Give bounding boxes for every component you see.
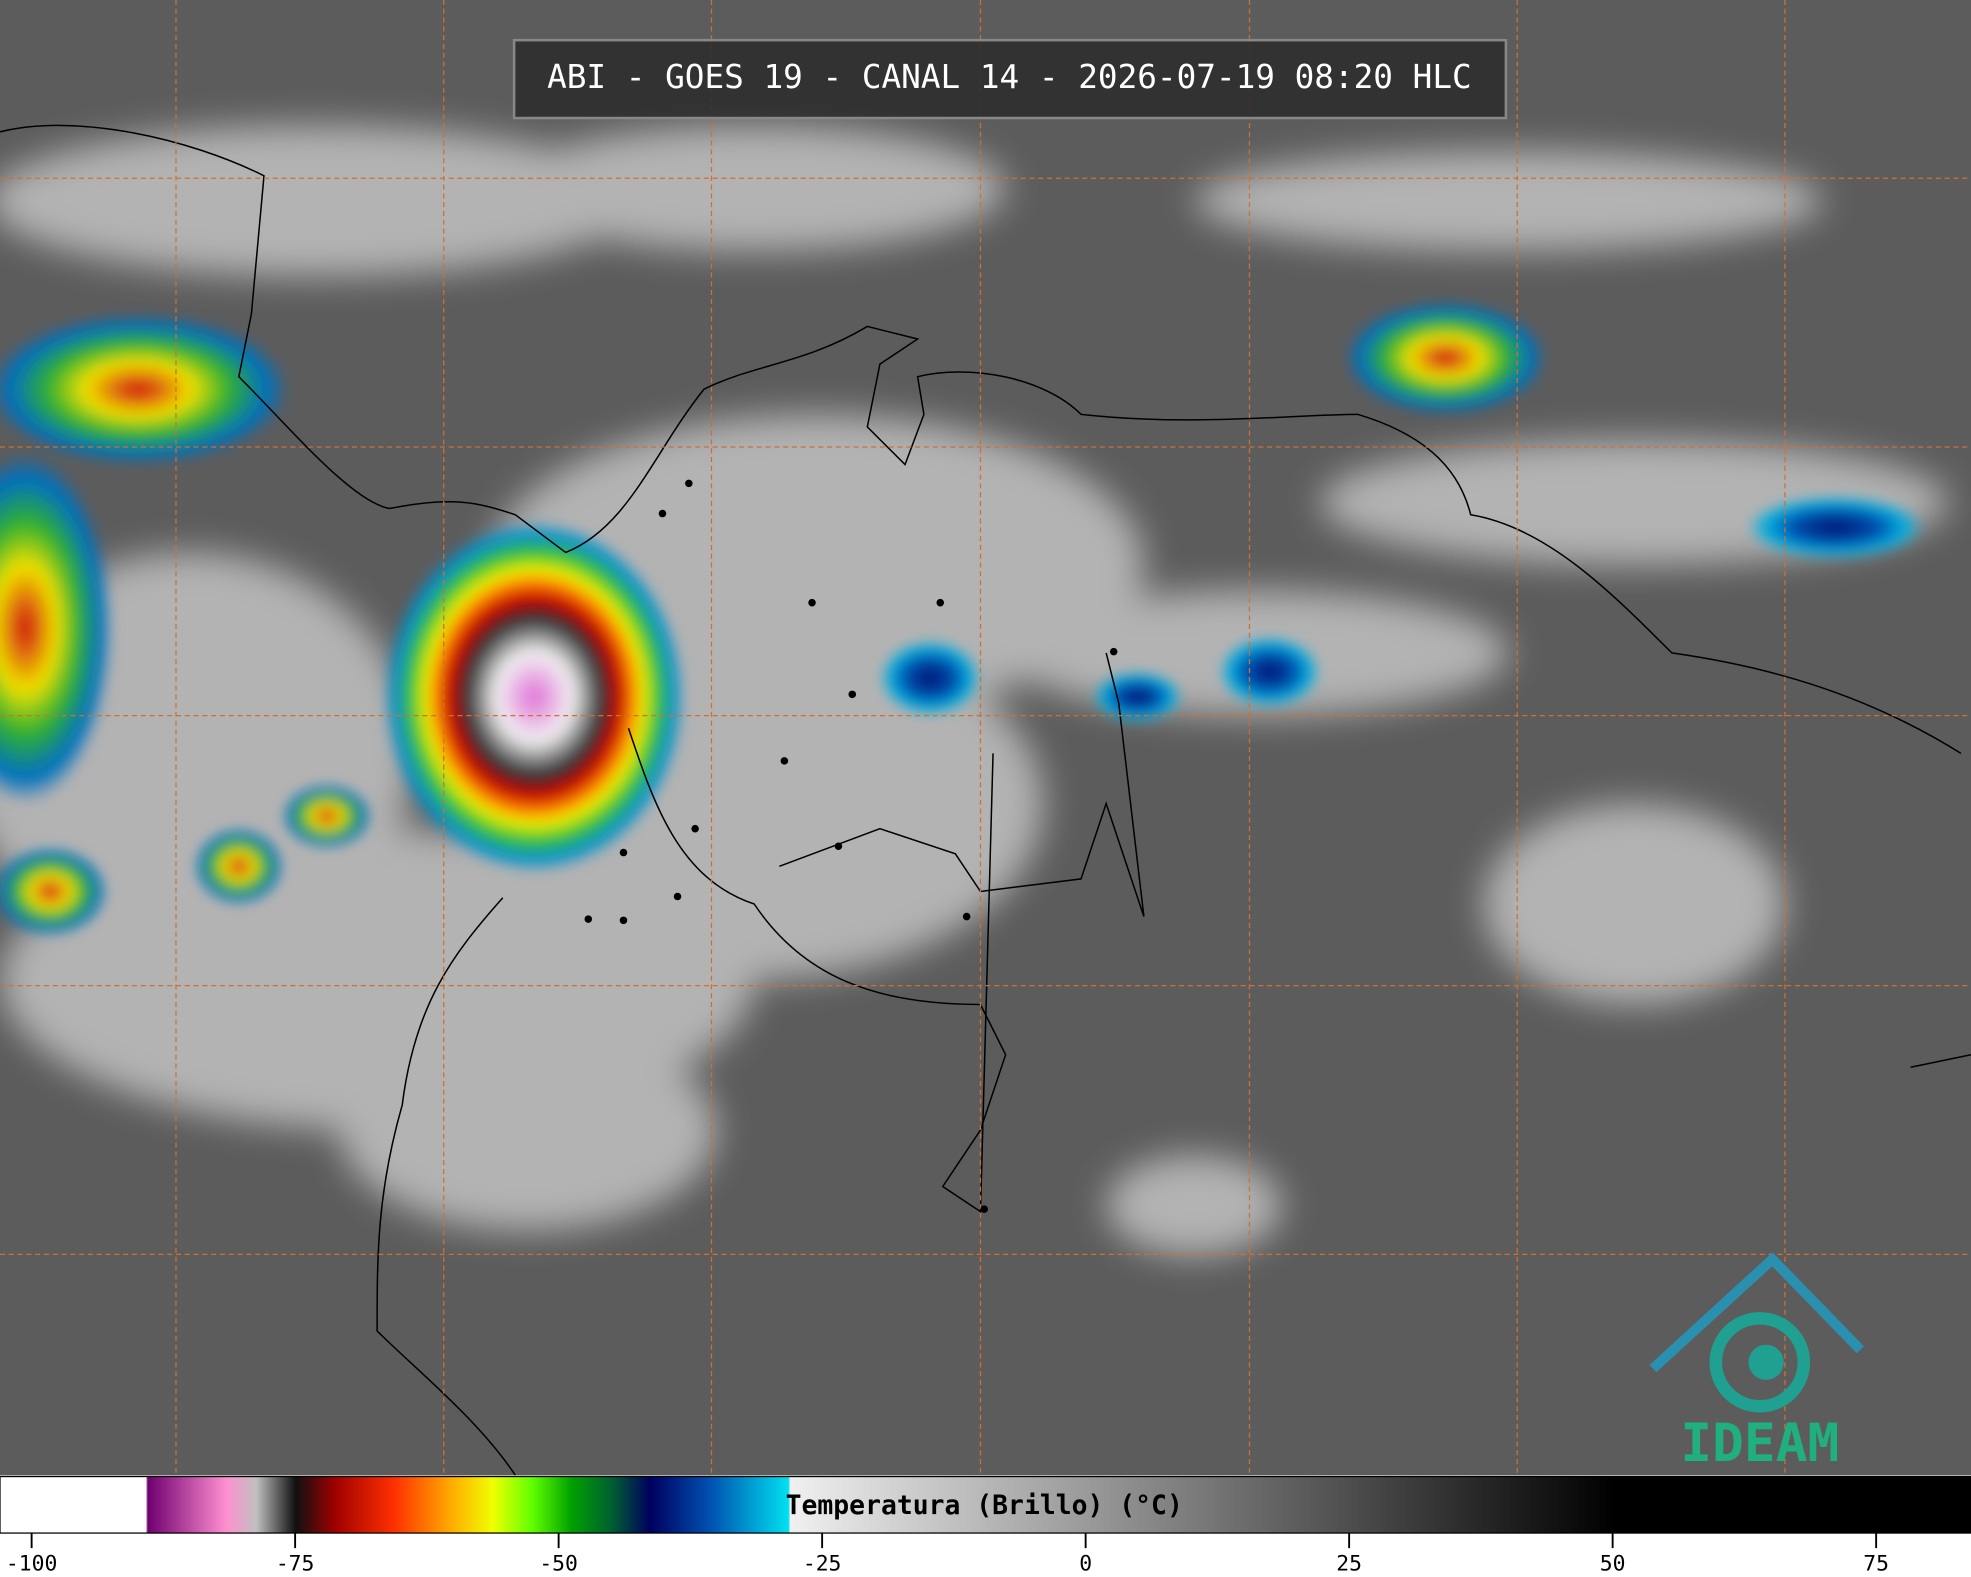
convection bbox=[0, 301, 1924, 936]
tick-label: 0 bbox=[1079, 1551, 1092, 1576]
tick-label: 50 bbox=[1600, 1551, 1626, 1576]
colorbar: Temperatura (Brillo) (°C) bbox=[0, 1475, 1971, 1577]
logo-text: IDEAM bbox=[1680, 1413, 1839, 1474]
colorbar-ramp bbox=[0, 1475, 1971, 1534]
tick-label: 25 bbox=[1336, 1551, 1362, 1576]
logo-roof bbox=[1649, 1252, 1864, 1373]
tick-label: -75 bbox=[276, 1551, 315, 1576]
cities bbox=[584, 479, 1118, 1213]
logo: IDEAM bbox=[1649, 1252, 1864, 1474]
tick-label: -25 bbox=[803, 1551, 842, 1576]
tick-label: 75 bbox=[1863, 1551, 1889, 1576]
title: ABI - GOES 19 - CANAL 14 - 2026-07-19 08… bbox=[547, 58, 1472, 96]
tick-label: -100 bbox=[6, 1551, 57, 1576]
logo-swirl bbox=[1709, 1312, 1811, 1413]
logo-eye bbox=[1748, 1344, 1784, 1380]
graticule bbox=[0, 0, 1971, 1476]
coastlines bbox=[0, 124, 1971, 1476]
tick-label: -50 bbox=[539, 1551, 578, 1576]
title-box bbox=[512, 38, 1508, 120]
colorbar-label: Temperatura (Brillo) (°C) bbox=[786, 1491, 1183, 1521]
